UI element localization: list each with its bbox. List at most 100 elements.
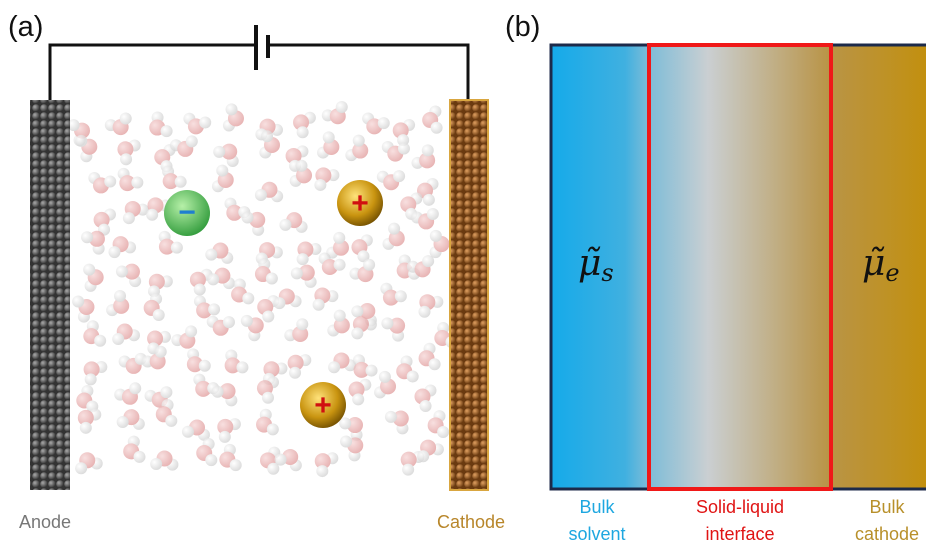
hydrogen [407, 371, 419, 383]
hydrogen [422, 255, 434, 267]
hydrogen [334, 259, 346, 271]
hydrogen [393, 170, 405, 182]
water-molecule [212, 383, 238, 406]
water-molecule [353, 354, 378, 378]
hydrogen [133, 451, 145, 463]
water-molecule [422, 105, 442, 133]
water-molecule [317, 131, 339, 158]
water-molecule [88, 172, 116, 193]
circuit-wire [50, 45, 468, 100]
hydrogen [279, 219, 291, 231]
water-molecule [349, 259, 375, 282]
hydrogen [242, 292, 254, 304]
hydrogen [81, 231, 93, 243]
hydrogen [171, 242, 183, 254]
hydrogen [388, 223, 400, 235]
hydrogen [291, 267, 303, 279]
hydrogen [353, 135, 365, 147]
hydrogen [72, 295, 84, 307]
hydrogen [289, 367, 301, 379]
cathode [450, 100, 488, 490]
water-molecule [241, 315, 264, 341]
hydrogen [423, 194, 435, 206]
hydrogen [417, 450, 429, 462]
water-molecule [182, 420, 210, 441]
hydrogen [323, 131, 335, 143]
hydrogen [199, 117, 211, 129]
water-molecule [81, 231, 105, 255]
hydrogen [398, 143, 410, 155]
hydrogen [80, 422, 92, 434]
hydrogen [314, 179, 326, 191]
ion-sign: + [314, 389, 332, 422]
hydrogen [352, 393, 364, 405]
water-molecule [207, 268, 235, 290]
water-molecule [345, 135, 368, 161]
hydrogen [422, 144, 434, 156]
water-molecule [322, 101, 348, 124]
ion-sign: − [178, 196, 196, 229]
water-molecule [430, 230, 450, 258]
region-label: cathode [855, 524, 919, 544]
water-molecule [393, 119, 415, 146]
water-molecule [83, 264, 103, 292]
hydrogen [205, 249, 217, 261]
hydrogen [219, 431, 231, 443]
water-molecule [291, 265, 317, 288]
hydrogen [85, 373, 97, 385]
water-molecule [112, 323, 140, 345]
water-molecule [171, 325, 197, 348]
mu-symbol: μ̃ [862, 243, 885, 284]
region-label: interface [705, 524, 774, 544]
region-label: Solid-liquid [696, 497, 784, 517]
water-molecule [327, 310, 350, 337]
water-molecule [116, 264, 141, 287]
water-molecule [75, 135, 97, 162]
water-molecule [108, 236, 136, 258]
hydrogen [120, 153, 132, 165]
water-molecule [351, 234, 372, 262]
ion-sign: + [351, 187, 369, 220]
hydrogen [161, 125, 173, 137]
hydrogen [117, 416, 129, 428]
water-molecule [313, 288, 339, 311]
water-molecule [217, 418, 241, 443]
hydrogen [216, 165, 228, 177]
hydrogen [427, 208, 439, 220]
water-molecule [76, 385, 98, 413]
hydrogen [213, 146, 225, 158]
hydrogen [297, 126, 309, 138]
water-molecule [207, 316, 235, 336]
water-molecule [326, 232, 349, 259]
panel-label: (a) [8, 11, 43, 43]
hydrogen [150, 458, 162, 470]
water-molecules [68, 101, 458, 477]
hydrogen [267, 423, 279, 435]
hydrogen [273, 297, 285, 309]
hydrogen [182, 426, 194, 438]
mu-subscript: e [885, 259, 899, 287]
hydrogen [418, 306, 430, 318]
hydrogen [83, 264, 95, 276]
hydrogen [108, 246, 120, 258]
hydrogen [208, 303, 220, 315]
region-label: solvent [568, 524, 625, 544]
water-molecule [84, 361, 108, 385]
water-molecule [225, 349, 249, 373]
hydrogen [112, 333, 124, 345]
hydrogen [366, 365, 378, 377]
hydrogen [351, 305, 363, 317]
hydrogen [316, 465, 328, 477]
water-molecule [123, 201, 149, 224]
water-molecule [75, 452, 103, 474]
water-molecule [114, 382, 141, 405]
hydrogen [395, 290, 407, 302]
hydrogen [437, 426, 449, 438]
hydrogen [431, 122, 443, 134]
hydrogen [275, 454, 287, 466]
mu-subscript: s [601, 259, 613, 287]
hydrogen [295, 160, 307, 172]
hydrogen [160, 386, 172, 398]
hydrogen [223, 316, 235, 328]
water-molecule [417, 440, 444, 463]
